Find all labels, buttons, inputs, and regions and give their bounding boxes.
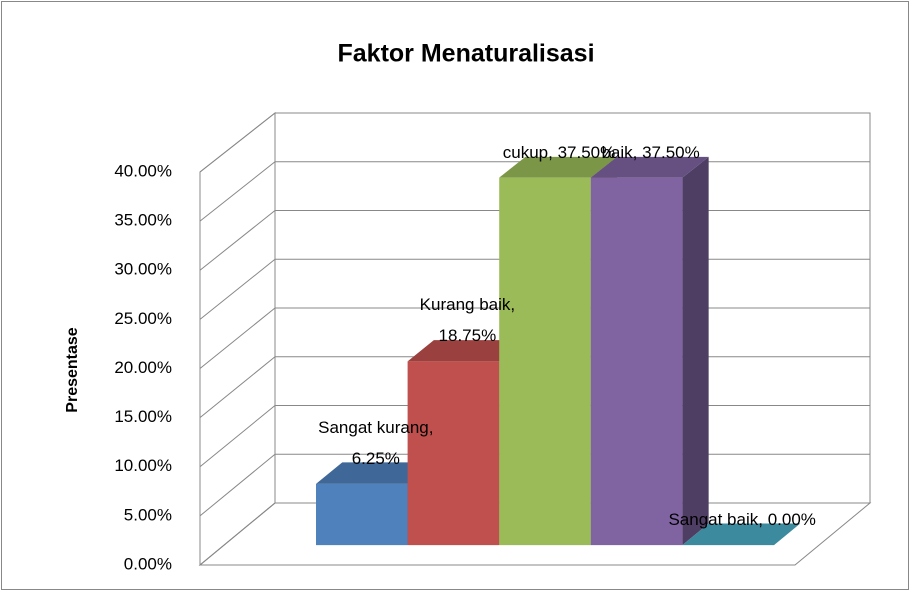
data-label: cukup, 37.50% (502, 142, 616, 162)
data-label: Kurang baik, 18.75% (419, 295, 516, 346)
bar-top (499, 156, 618, 178)
chart-title: Faktor Menaturalisasi (337, 40, 594, 68)
bar-top (682, 523, 801, 546)
bar (682, 523, 801, 546)
y-axis-label: Presentase (64, 327, 81, 412)
y-tick-label: 10.00% (114, 456, 172, 475)
y-tick-label: 35.00% (114, 211, 172, 230)
bar-top (590, 156, 709, 178)
y-tick-label: 0.00% (124, 554, 172, 573)
y-tick-label: 30.00% (114, 260, 172, 279)
bar-top (407, 340, 526, 362)
data-label: baik, 37.50% (601, 142, 700, 162)
bar-front (590, 177, 683, 546)
bar-front (499, 177, 591, 546)
y-tick-label: 15.00% (114, 407, 172, 426)
bar (590, 156, 709, 546)
data-label: Sangat kurang, 6.25% (318, 417, 434, 468)
bar-top (316, 462, 434, 484)
data-label: Sangat baik, 0.00% (668, 510, 816, 530)
y-tick-label: 20.00% (114, 358, 172, 377)
y-tick-label: 40.00% (114, 161, 172, 180)
y-tick-label: 25.00% (114, 309, 172, 328)
bar-front (316, 483, 408, 546)
y-tick-label: 5.00% (124, 505, 172, 524)
bar-side (682, 156, 709, 546)
bar-front (407, 361, 500, 546)
grid-line (199, 112, 870, 173)
